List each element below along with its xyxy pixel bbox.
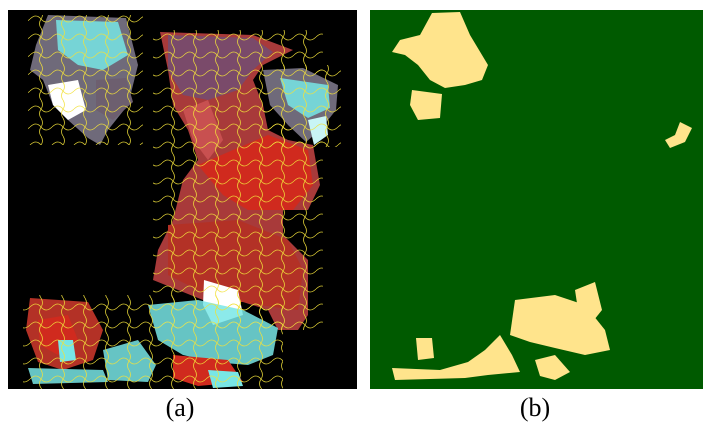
region-top-left: [28, 15, 143, 145]
classification-map: [370, 10, 703, 389]
target-class-areas: [392, 12, 692, 380]
region-right: [263, 65, 341, 147]
region-bottom: [23, 295, 283, 389]
panel-b-caption: (b): [519, 393, 551, 422]
panel-a-caption: (a): [165, 393, 195, 422]
segmented-satellite-image: [8, 10, 357, 389]
